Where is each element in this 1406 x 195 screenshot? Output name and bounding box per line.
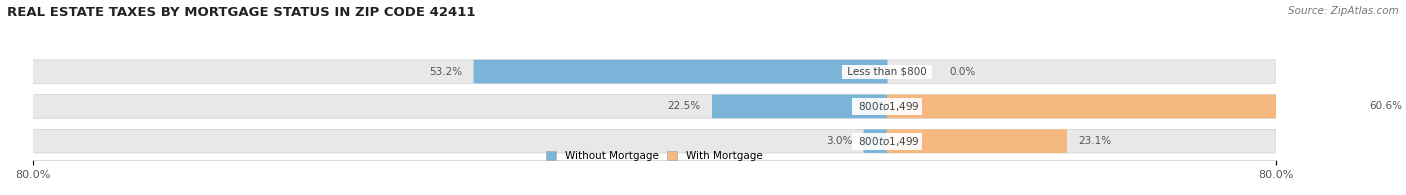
Text: 3.0%: 3.0% — [825, 136, 852, 146]
Text: 23.1%: 23.1% — [1078, 136, 1111, 146]
Text: $800 to $1,499: $800 to $1,499 — [855, 135, 920, 148]
Text: 0.0%: 0.0% — [949, 67, 976, 77]
FancyBboxPatch shape — [863, 129, 887, 153]
FancyBboxPatch shape — [32, 60, 1277, 83]
Legend: Without Mortgage, With Mortgage: Without Mortgage, With Mortgage — [546, 151, 762, 161]
FancyBboxPatch shape — [711, 95, 887, 118]
Text: 22.5%: 22.5% — [668, 101, 700, 111]
FancyBboxPatch shape — [474, 60, 887, 83]
Text: REAL ESTATE TAXES BY MORTGAGE STATUS IN ZIP CODE 42411: REAL ESTATE TAXES BY MORTGAGE STATUS IN … — [7, 6, 475, 19]
FancyBboxPatch shape — [887, 95, 1358, 118]
Text: 53.2%: 53.2% — [429, 67, 463, 77]
FancyBboxPatch shape — [32, 129, 1277, 153]
Text: 60.6%: 60.6% — [1369, 101, 1403, 111]
FancyBboxPatch shape — [887, 129, 1067, 153]
Text: Source: ZipAtlas.com: Source: ZipAtlas.com — [1288, 6, 1399, 16]
Text: Less than $800: Less than $800 — [844, 67, 931, 77]
FancyBboxPatch shape — [32, 95, 1277, 118]
Text: $800 to $1,499: $800 to $1,499 — [855, 100, 920, 113]
